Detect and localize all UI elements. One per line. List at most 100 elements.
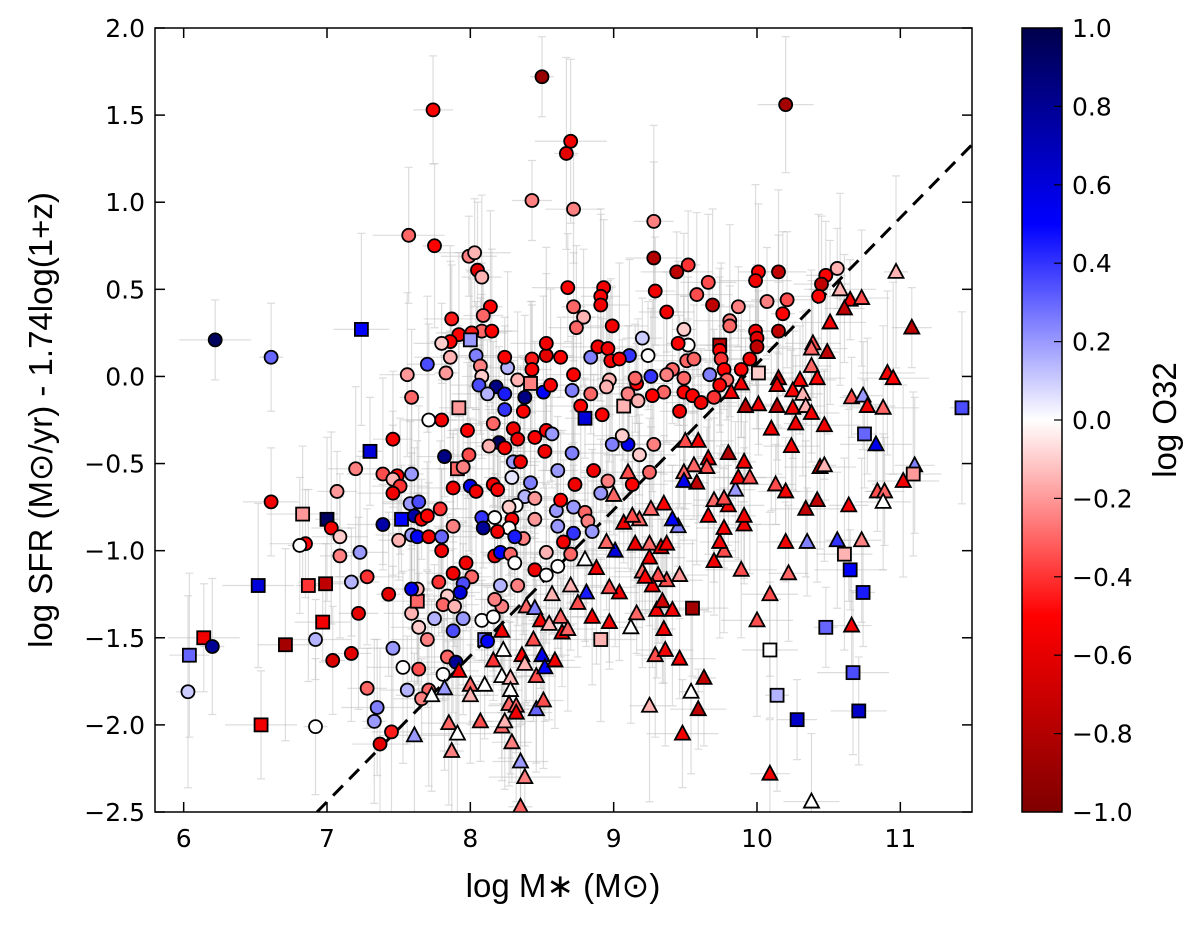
data-point-circle <box>419 632 435 647</box>
data-point-triangle <box>884 368 903 386</box>
data-point-square <box>318 576 333 592</box>
data-point-circle <box>564 382 580 398</box>
data-point-square <box>837 546 852 562</box>
data-point-circle <box>399 682 415 698</box>
data-point-circle <box>434 335 450 351</box>
colorbar-axis: −1.0 −0.8 −0.6 −0.4 −0.2 0.0 0.2 0.4 0.6 0.8 1.0 <box>1054 14 1133 827</box>
data-point-circle <box>612 351 627 367</box>
data-point-circle <box>558 146 574 161</box>
data-point-triangle <box>715 488 734 506</box>
data-point-circle <box>586 463 601 478</box>
data-point-circle <box>814 276 829 292</box>
data-point-circle <box>829 261 845 276</box>
data-point-triangle <box>852 288 871 305</box>
data-point-triangle <box>689 431 708 448</box>
data-point-triangle <box>657 533 676 551</box>
data-point-triangle <box>732 373 751 391</box>
data-point-triangle <box>527 666 546 684</box>
data-point-circle <box>438 365 454 381</box>
data-point-triangle <box>762 418 781 436</box>
data-point-square <box>842 562 858 578</box>
data-point-triangle <box>507 702 526 720</box>
data-point-triangle <box>842 387 861 405</box>
data-point-circle <box>632 447 647 463</box>
data-point-triangle <box>623 505 642 523</box>
data-point-circle <box>644 388 660 404</box>
data-point-triangle <box>663 599 682 617</box>
data-point-square <box>462 332 478 348</box>
data-point-circle <box>395 659 411 675</box>
data-point-circle <box>475 308 491 323</box>
data-point-circle <box>445 623 461 639</box>
data-point-circle <box>538 567 554 583</box>
data-point-triangle <box>515 767 534 785</box>
data-point-square <box>789 712 805 728</box>
data-point-circle <box>693 395 709 410</box>
data-point-circle <box>419 356 435 372</box>
data-point-triangle <box>577 582 596 600</box>
data-point-triangle <box>818 342 837 359</box>
data-point-triangle <box>449 660 468 678</box>
data-point-triangle <box>729 467 748 485</box>
data-point-circle <box>385 640 401 656</box>
data-point-triangle <box>719 443 738 461</box>
data-point-circle <box>485 609 501 625</box>
data-point-triangle <box>887 262 906 279</box>
x-axis: 6 7 8 9 10 11 <box>176 28 916 853</box>
data-point-circle <box>434 529 450 545</box>
data-point-circle <box>676 322 692 337</box>
data-point-triangle <box>735 505 754 523</box>
data-point-square <box>300 578 316 593</box>
data-point-circle <box>583 386 599 402</box>
data-point-triangle <box>627 603 646 621</box>
data-point-circle <box>564 445 580 461</box>
data-point-triangle <box>821 312 840 330</box>
data-point-triangle <box>852 530 871 548</box>
data-point-square <box>409 593 425 609</box>
data-point-circle <box>538 348 554 363</box>
data-point-square <box>857 426 872 442</box>
data-point-triangle <box>439 713 458 731</box>
x-tick-label: 10 <box>741 824 773 853</box>
data-point-circle <box>517 389 533 405</box>
data-point-circle <box>444 311 460 327</box>
data-point-triangle <box>735 514 754 532</box>
data-point-triangle <box>653 591 672 609</box>
data-point-circle <box>435 666 451 682</box>
data-point-circle <box>399 367 415 383</box>
y-tick-label: −1.5 <box>84 624 145 653</box>
y-axis: −2.5 −2.0 −1.5 −1.0 −0.5 0.0 0.5 1.0 1.5 2.0 <box>84 14 972 827</box>
data-point-triangle <box>495 711 514 729</box>
data-point-circle <box>604 318 620 334</box>
data-point-triangle <box>783 380 802 398</box>
data-point-circle <box>573 398 589 414</box>
data-point-circle <box>504 470 520 485</box>
data-point-circle <box>332 548 348 564</box>
data-point-circle <box>497 386 513 402</box>
data-point-circle <box>475 520 491 536</box>
data-point-circle <box>527 430 543 445</box>
data-point-circle <box>630 393 646 409</box>
data-point-circle <box>467 245 483 261</box>
data-point-circle <box>614 428 630 444</box>
data-point-circle <box>604 436 620 452</box>
data-point-circle <box>507 529 523 545</box>
data-point-circle <box>524 362 540 377</box>
data-point-circle <box>599 379 614 395</box>
data-point-square <box>593 632 609 647</box>
data-point-triangle <box>558 619 577 636</box>
data-point-square <box>295 506 311 522</box>
data-point-triangle <box>815 415 834 433</box>
data-point-triangle <box>551 606 570 624</box>
data-point-circle <box>366 714 382 729</box>
data-point-circle <box>474 269 490 285</box>
data-point-circle <box>811 288 827 304</box>
data-point-circle <box>452 585 468 600</box>
data-point-circle <box>263 349 279 365</box>
data-point-triangle <box>512 796 529 812</box>
data-point-triangle <box>649 565 668 582</box>
data-point-triangle <box>732 559 751 577</box>
data-point-triangle <box>461 685 480 703</box>
data-point-square <box>181 647 197 663</box>
data-point-triangle <box>600 612 619 629</box>
